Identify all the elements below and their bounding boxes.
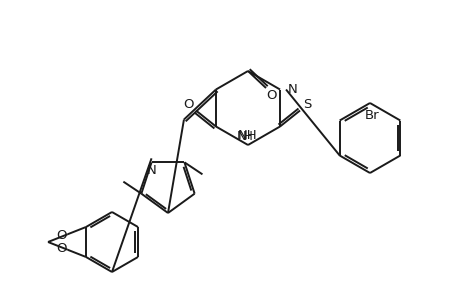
Text: H: H bbox=[243, 130, 252, 142]
Text: O: O bbox=[183, 98, 194, 111]
Text: O: O bbox=[56, 229, 67, 242]
Text: Br: Br bbox=[364, 109, 379, 122]
Text: N: N bbox=[236, 130, 246, 142]
Text: NH: NH bbox=[238, 128, 257, 142]
Text: N: N bbox=[287, 83, 297, 96]
Text: O: O bbox=[56, 242, 67, 255]
Text: O: O bbox=[266, 88, 277, 101]
Text: N: N bbox=[146, 164, 156, 177]
Text: S: S bbox=[302, 98, 311, 111]
